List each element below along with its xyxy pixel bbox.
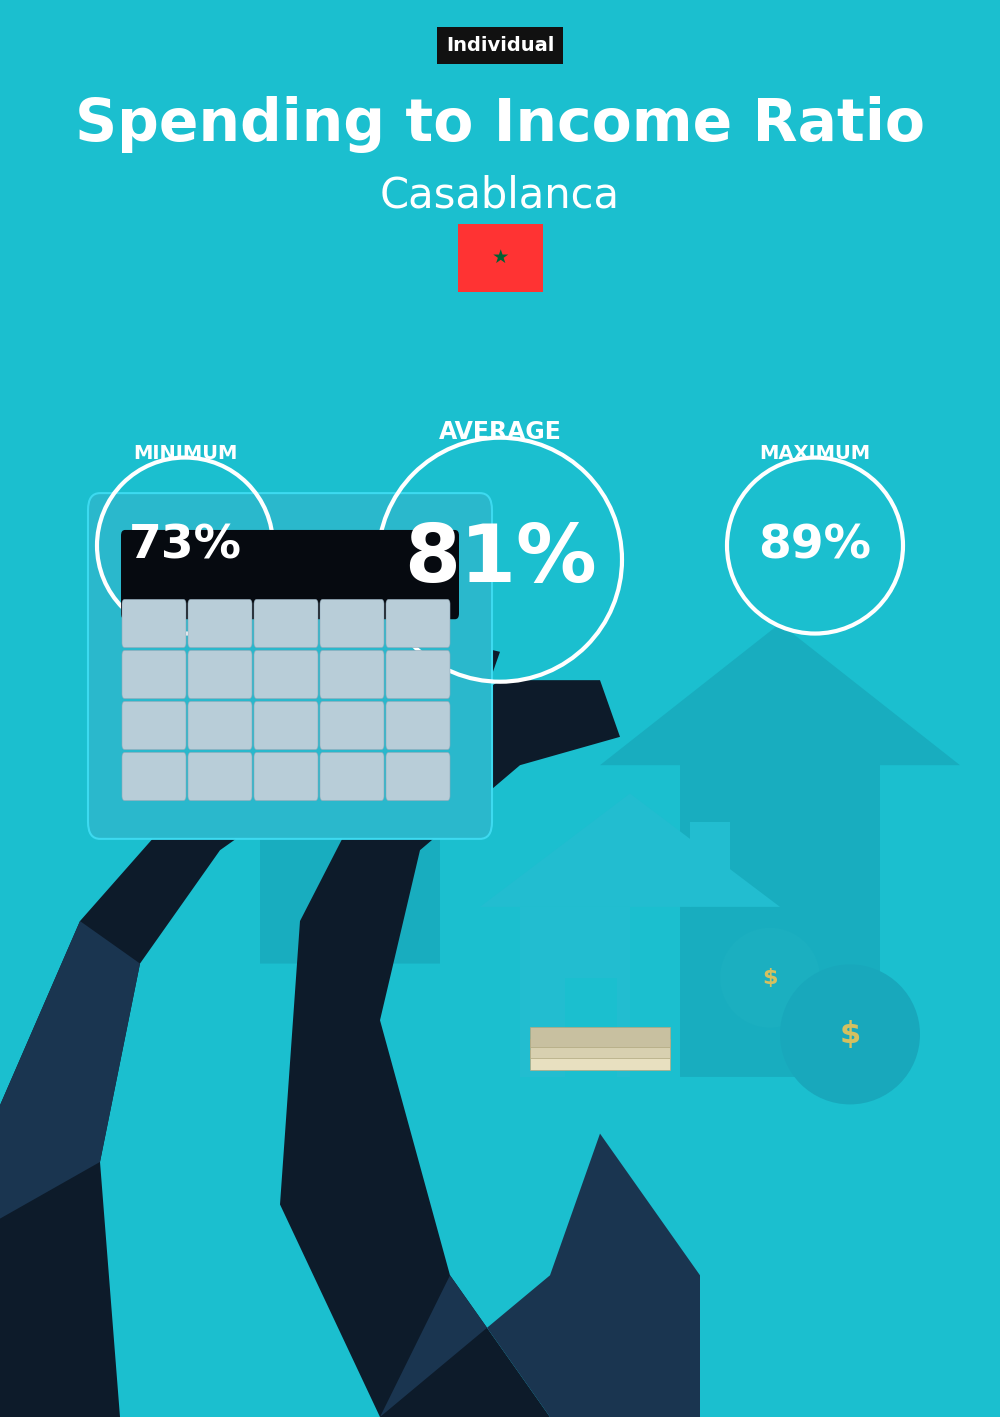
Polygon shape xyxy=(690,822,730,907)
Polygon shape xyxy=(280,680,620,1417)
FancyBboxPatch shape xyxy=(121,530,459,619)
FancyBboxPatch shape xyxy=(188,650,252,699)
FancyBboxPatch shape xyxy=(188,752,252,801)
Text: 89%: 89% xyxy=(759,523,872,568)
Text: 73%: 73% xyxy=(128,523,242,568)
FancyBboxPatch shape xyxy=(530,1050,670,1070)
FancyBboxPatch shape xyxy=(122,752,186,801)
FancyBboxPatch shape xyxy=(386,701,450,750)
FancyBboxPatch shape xyxy=(386,599,450,648)
FancyBboxPatch shape xyxy=(122,650,186,699)
FancyBboxPatch shape xyxy=(254,752,318,801)
FancyBboxPatch shape xyxy=(386,752,450,801)
Polygon shape xyxy=(0,921,140,1219)
Polygon shape xyxy=(480,794,780,907)
Polygon shape xyxy=(340,638,500,794)
Text: Spending to Income Ratio: Spending to Income Ratio xyxy=(75,96,925,153)
FancyBboxPatch shape xyxy=(122,701,186,750)
FancyBboxPatch shape xyxy=(254,701,318,750)
Polygon shape xyxy=(600,623,960,1077)
Text: AVERAGE: AVERAGE xyxy=(439,421,561,444)
Polygon shape xyxy=(180,595,520,964)
Text: 81%: 81% xyxy=(404,520,596,599)
FancyBboxPatch shape xyxy=(88,493,492,839)
FancyBboxPatch shape xyxy=(188,701,252,750)
FancyBboxPatch shape xyxy=(320,599,384,648)
FancyBboxPatch shape xyxy=(565,978,617,1077)
FancyBboxPatch shape xyxy=(320,752,384,801)
Text: Individual: Individual xyxy=(446,35,554,55)
Polygon shape xyxy=(380,1134,700,1417)
FancyBboxPatch shape xyxy=(320,650,384,699)
Ellipse shape xyxy=(780,965,920,1104)
FancyBboxPatch shape xyxy=(254,599,318,648)
FancyBboxPatch shape xyxy=(254,650,318,699)
FancyBboxPatch shape xyxy=(386,650,450,699)
Text: $: $ xyxy=(839,1020,861,1049)
Ellipse shape xyxy=(720,928,820,1027)
FancyBboxPatch shape xyxy=(122,599,186,648)
Text: $: $ xyxy=(762,968,778,988)
FancyBboxPatch shape xyxy=(320,701,384,750)
Text: MINIMUM: MINIMUM xyxy=(133,444,237,463)
FancyBboxPatch shape xyxy=(188,599,252,648)
Text: MAXIMUM: MAXIMUM xyxy=(759,444,871,463)
FancyBboxPatch shape xyxy=(458,224,542,292)
Text: ★: ★ xyxy=(491,248,509,268)
FancyBboxPatch shape xyxy=(530,1027,670,1047)
FancyBboxPatch shape xyxy=(530,1039,670,1058)
Polygon shape xyxy=(520,907,630,1077)
Text: Casablanca: Casablanca xyxy=(380,174,620,217)
Polygon shape xyxy=(0,708,400,1417)
